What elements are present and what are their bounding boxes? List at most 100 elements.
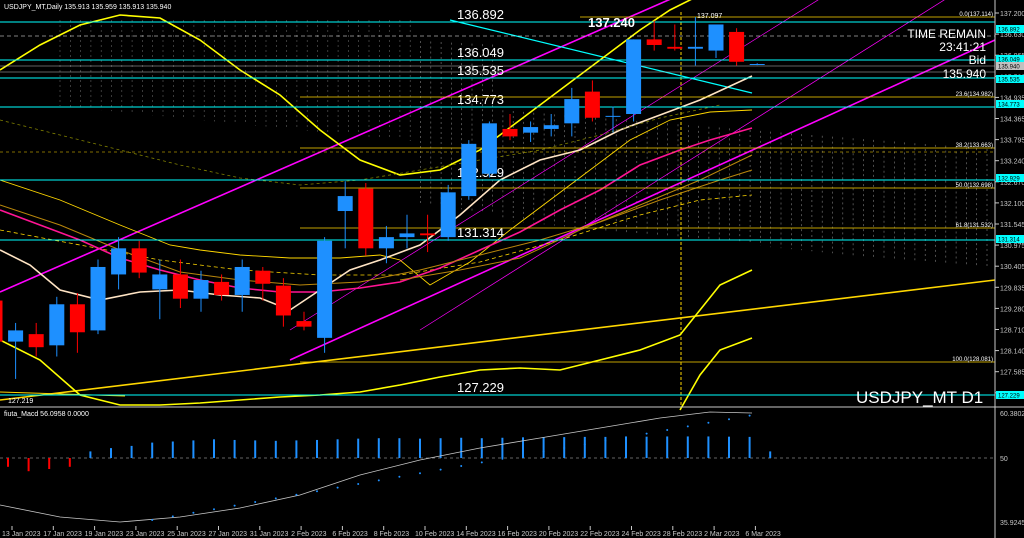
candle-body: [193, 280, 209, 299]
fib-level-label: 61.8(131.532): [956, 223, 993, 229]
candle: [729, 28, 745, 66]
channel-inner-line[interactable]: [419, 0, 960, 331]
candle-body: [317, 240, 333, 338]
date-tick-label: 24 Feb 2023: [622, 531, 661, 538]
price-level-label: 135.535: [457, 63, 504, 78]
channel-lower-line[interactable]: [289, 39, 996, 361]
macd-tick-label: 50: [1000, 456, 1008, 463]
ma-mid-line: [0, 127, 753, 293]
candle-body: [584, 91, 600, 118]
macd-dot: [419, 472, 421, 475]
bid-value: 135.940: [943, 67, 987, 81]
candle-body: [131, 248, 147, 273]
swing-high-small-label: 137.097: [697, 13, 722, 20]
macd-dot: [625, 436, 627, 439]
candle-body: [234, 266, 250, 295]
macd-dot: [151, 519, 154, 521]
candle: [193, 270, 209, 312]
candle-body: [646, 39, 662, 45]
date-tick-label: 14 Feb 2023: [456, 531, 495, 538]
candle-body: [502, 128, 518, 137]
candle: [275, 278, 291, 327]
macd-dot: [233, 504, 236, 507]
channel-upper-line[interactable]: [0, 0, 760, 293]
date-axis: 13 Jan 2023 17 Jan 2023 19 Jan 2023 23 Jan …: [2, 526, 781, 538]
price-level-label: 136.892: [457, 7, 504, 22]
price-tag-box: [996, 174, 1024, 182]
price-level-label: 136.049: [457, 45, 504, 60]
price-tick-label: 133.795: [1000, 138, 1024, 145]
price-tick-label: 130.405: [1000, 264, 1024, 271]
candle: [214, 274, 230, 301]
date-tick-label: 2 Mar 2023: [704, 531, 740, 538]
candle-body: [214, 281, 230, 295]
candle-body: [461, 143, 477, 197]
price-tick-label: 128.710: [1000, 328, 1024, 335]
candle: [523, 121, 539, 142]
candle: [69, 293, 85, 353]
price-tick-label: 130.975: [1000, 243, 1024, 250]
date-tick-label: 17 Jan 2023: [43, 531, 82, 538]
ma-fast-line: [0, 75, 753, 311]
macd-dot: [666, 429, 669, 431]
resistance-trendline[interactable]: [449, 19, 753, 94]
candle: [378, 225, 394, 264]
candle: [90, 259, 106, 335]
price-tag-label: 135.535: [998, 78, 1020, 84]
price-tag-box: [996, 25, 1024, 33]
price-tag-label: 136.049: [998, 58, 1020, 64]
macd-dot: [274, 497, 277, 500]
macd-header: fiuta_Macd 56.0958 0.0000: [4, 411, 89, 418]
channel-mid-line[interactable]: [289, 0, 850, 331]
macd-panel: 60.3802 50 35.9245: [0, 411, 1024, 527]
candle: [605, 106, 621, 133]
price-tag-label: 134.773: [998, 103, 1020, 109]
candle: [399, 214, 415, 249]
date-tick-label: 27 Jan 2023: [209, 531, 248, 538]
date-tick-label: 6 Feb 2023: [332, 531, 368, 538]
macd-dot: [460, 465, 463, 467]
candle-body: [481, 123, 497, 174]
macd-dot: [563, 447, 566, 449]
candle-body: [708, 24, 724, 51]
candle: [420, 214, 436, 253]
candle: [461, 140, 477, 200]
date-tick-label: 28 Feb 2023: [663, 531, 702, 538]
baseline-line: [0, 109, 753, 286]
fib-level-label: 0.0(137.114): [959, 12, 993, 18]
price-tag-label: 132.929: [998, 177, 1020, 183]
ma-slow-line: [0, 169, 753, 286]
date-tick-label: 2 Feb 2023: [291, 531, 327, 538]
candle: [626, 39, 642, 122]
candle: [687, 17, 703, 66]
price-levels: 136.892136.049135.535134.773132.929131.3…: [0, 7, 995, 396]
candle-body: [564, 99, 580, 124]
macd-dot: [192, 511, 195, 514]
candle: [358, 183, 374, 256]
macd-dot: [398, 475, 401, 478]
date-tick-label: 22 Feb 2023: [580, 531, 619, 538]
projection-dashed-line: [0, 104, 721, 186]
macd-dot: [213, 508, 215, 511]
candle-body: [605, 115, 621, 117]
candle: [0, 300, 3, 342]
candle: [564, 87, 580, 137]
price-tick-label: 127.585: [1000, 370, 1024, 377]
symbol-watermark: USDJPY_MT D1: [856, 388, 983, 407]
candle-body: [111, 248, 127, 275]
macd-dot: [604, 439, 607, 442]
candle-body: [729, 31, 745, 62]
candle-body: [296, 321, 312, 327]
envelope-lower-2: [679, 337, 753, 411]
candle: [543, 114, 559, 137]
candle-body: [8, 330, 24, 342]
candle: [296, 311, 312, 331]
support-trendline[interactable]: [0, 279, 996, 401]
price-tick-label: 133.240: [1000, 159, 1024, 166]
ichimoku-cloud: [59, 20, 988, 269]
macd-dot: [295, 493, 298, 496]
candle-body: [378, 237, 394, 249]
candle: [8, 322, 24, 379]
macd-dot: [748, 414, 751, 417]
macd-tick-label: 35.9245: [1000, 520, 1024, 527]
